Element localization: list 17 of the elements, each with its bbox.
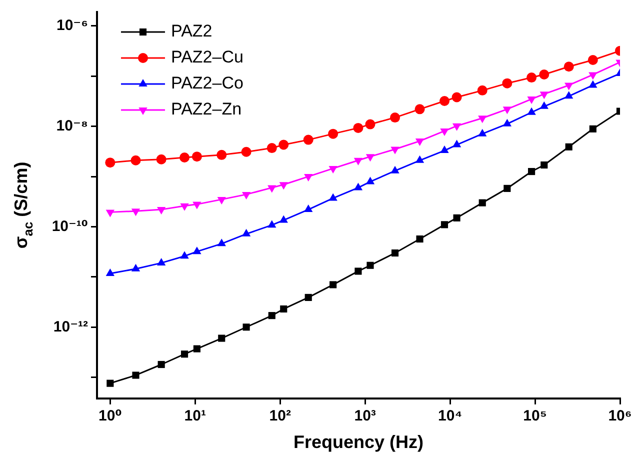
x-tick-label: 10² xyxy=(269,408,291,425)
y-tick-label: 10⁻⁶ xyxy=(56,17,88,34)
y-tick-label: 10⁻⁸ xyxy=(56,118,88,135)
x-tick-label: 10⁵ xyxy=(523,408,547,425)
x-tick-label: 10⁰ xyxy=(98,408,122,425)
y-axis-title: σac (S/cm) xyxy=(10,162,36,249)
x-tick-label: 10⁶ xyxy=(608,408,632,425)
x-tick-label: 10⁴ xyxy=(438,408,462,425)
x-tick-label: 10¹ xyxy=(184,408,206,425)
y-tick-label: 10⁻¹⁰ xyxy=(52,218,88,235)
legend-label: PAZ2–Zn xyxy=(171,100,242,119)
x-tick-label: 10³ xyxy=(354,408,376,425)
legend-label: PAZ2 xyxy=(171,22,212,41)
legend-label: PAZ2–Cu xyxy=(171,48,244,67)
y-tick-label: 10⁻¹² xyxy=(53,318,88,336)
legend-label: PAZ2–Co xyxy=(171,74,244,93)
x-axis-title: Frequency (Hz) xyxy=(293,432,424,452)
